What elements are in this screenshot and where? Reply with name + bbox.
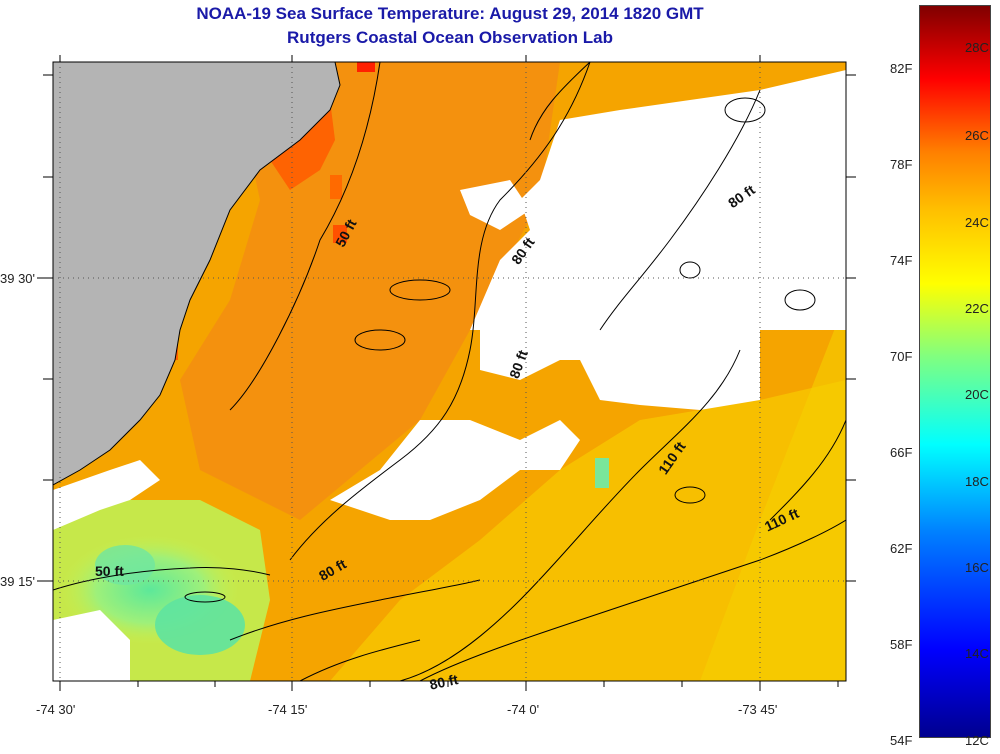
colorbar-f-label: 78F — [890, 157, 913, 172]
map-frame — [52, 61, 847, 682]
colorbar-f-label: 66F — [890, 445, 913, 460]
colorbar-f-label: 58F — [890, 637, 913, 652]
colorbar-c-label: 18C — [965, 474, 989, 489]
cool-patch-2 — [155, 595, 245, 655]
colorbar-f-label: 74F — [890, 253, 913, 268]
land-area — [53, 62, 340, 485]
colorbar-f-label: 62F — [890, 541, 913, 556]
colorbar-c-label: 22C — [965, 301, 989, 316]
colorbar-f-label: 70F — [890, 349, 913, 364]
y-tick-label: 39 30' — [0, 271, 36, 286]
yellow-zone-east — [700, 300, 846, 681]
colorbar-f-label: 82F — [890, 61, 913, 76]
x-tick-label: -73 45' — [738, 702, 778, 717]
cool-spot — [595, 458, 609, 488]
colorbar-c-label: 24C — [965, 215, 989, 230]
warm-band — [180, 62, 560, 520]
x-tick-label: -74 30' — [36, 702, 76, 717]
contour-label: 50 ft — [95, 563, 124, 579]
bathymetry-contours — [53, 62, 846, 681]
x-tick-label: -74 15' — [268, 702, 308, 717]
temperature-colorbar — [919, 5, 991, 738]
hot-spot-5 — [333, 225, 347, 243]
colorbar-c-label: 12C — [965, 733, 989, 748]
x-tick-label: -74 0' — [507, 702, 540, 717]
tick-marks — [37, 55, 856, 691]
colorbar-c-label: 16C — [965, 560, 989, 575]
yellow-zone — [330, 380, 846, 681]
colorbar-c-label: 28C — [965, 40, 989, 55]
graticule — [53, 62, 846, 681]
cool-patch-3 — [95, 545, 155, 585]
coastline — [53, 62, 341, 486]
colorbar-c-label: 26C — [965, 128, 989, 143]
hot-spot-2 — [357, 62, 375, 72]
colorbar-f-label: 54F — [890, 733, 913, 748]
hot-spot — [270, 100, 335, 190]
colorbar-c-label: 14C — [965, 646, 989, 661]
colorbar-c-label: 20C — [965, 387, 989, 402]
hot-spot-3 — [330, 175, 342, 199]
map-subtitle: Rutgers Coastal Ocean Observation Lab — [287, 28, 613, 47]
map-title: NOAA-19 Sea Surface Temperature: August … — [196, 4, 704, 23]
y-tick-label: 39 15' — [0, 574, 36, 589]
